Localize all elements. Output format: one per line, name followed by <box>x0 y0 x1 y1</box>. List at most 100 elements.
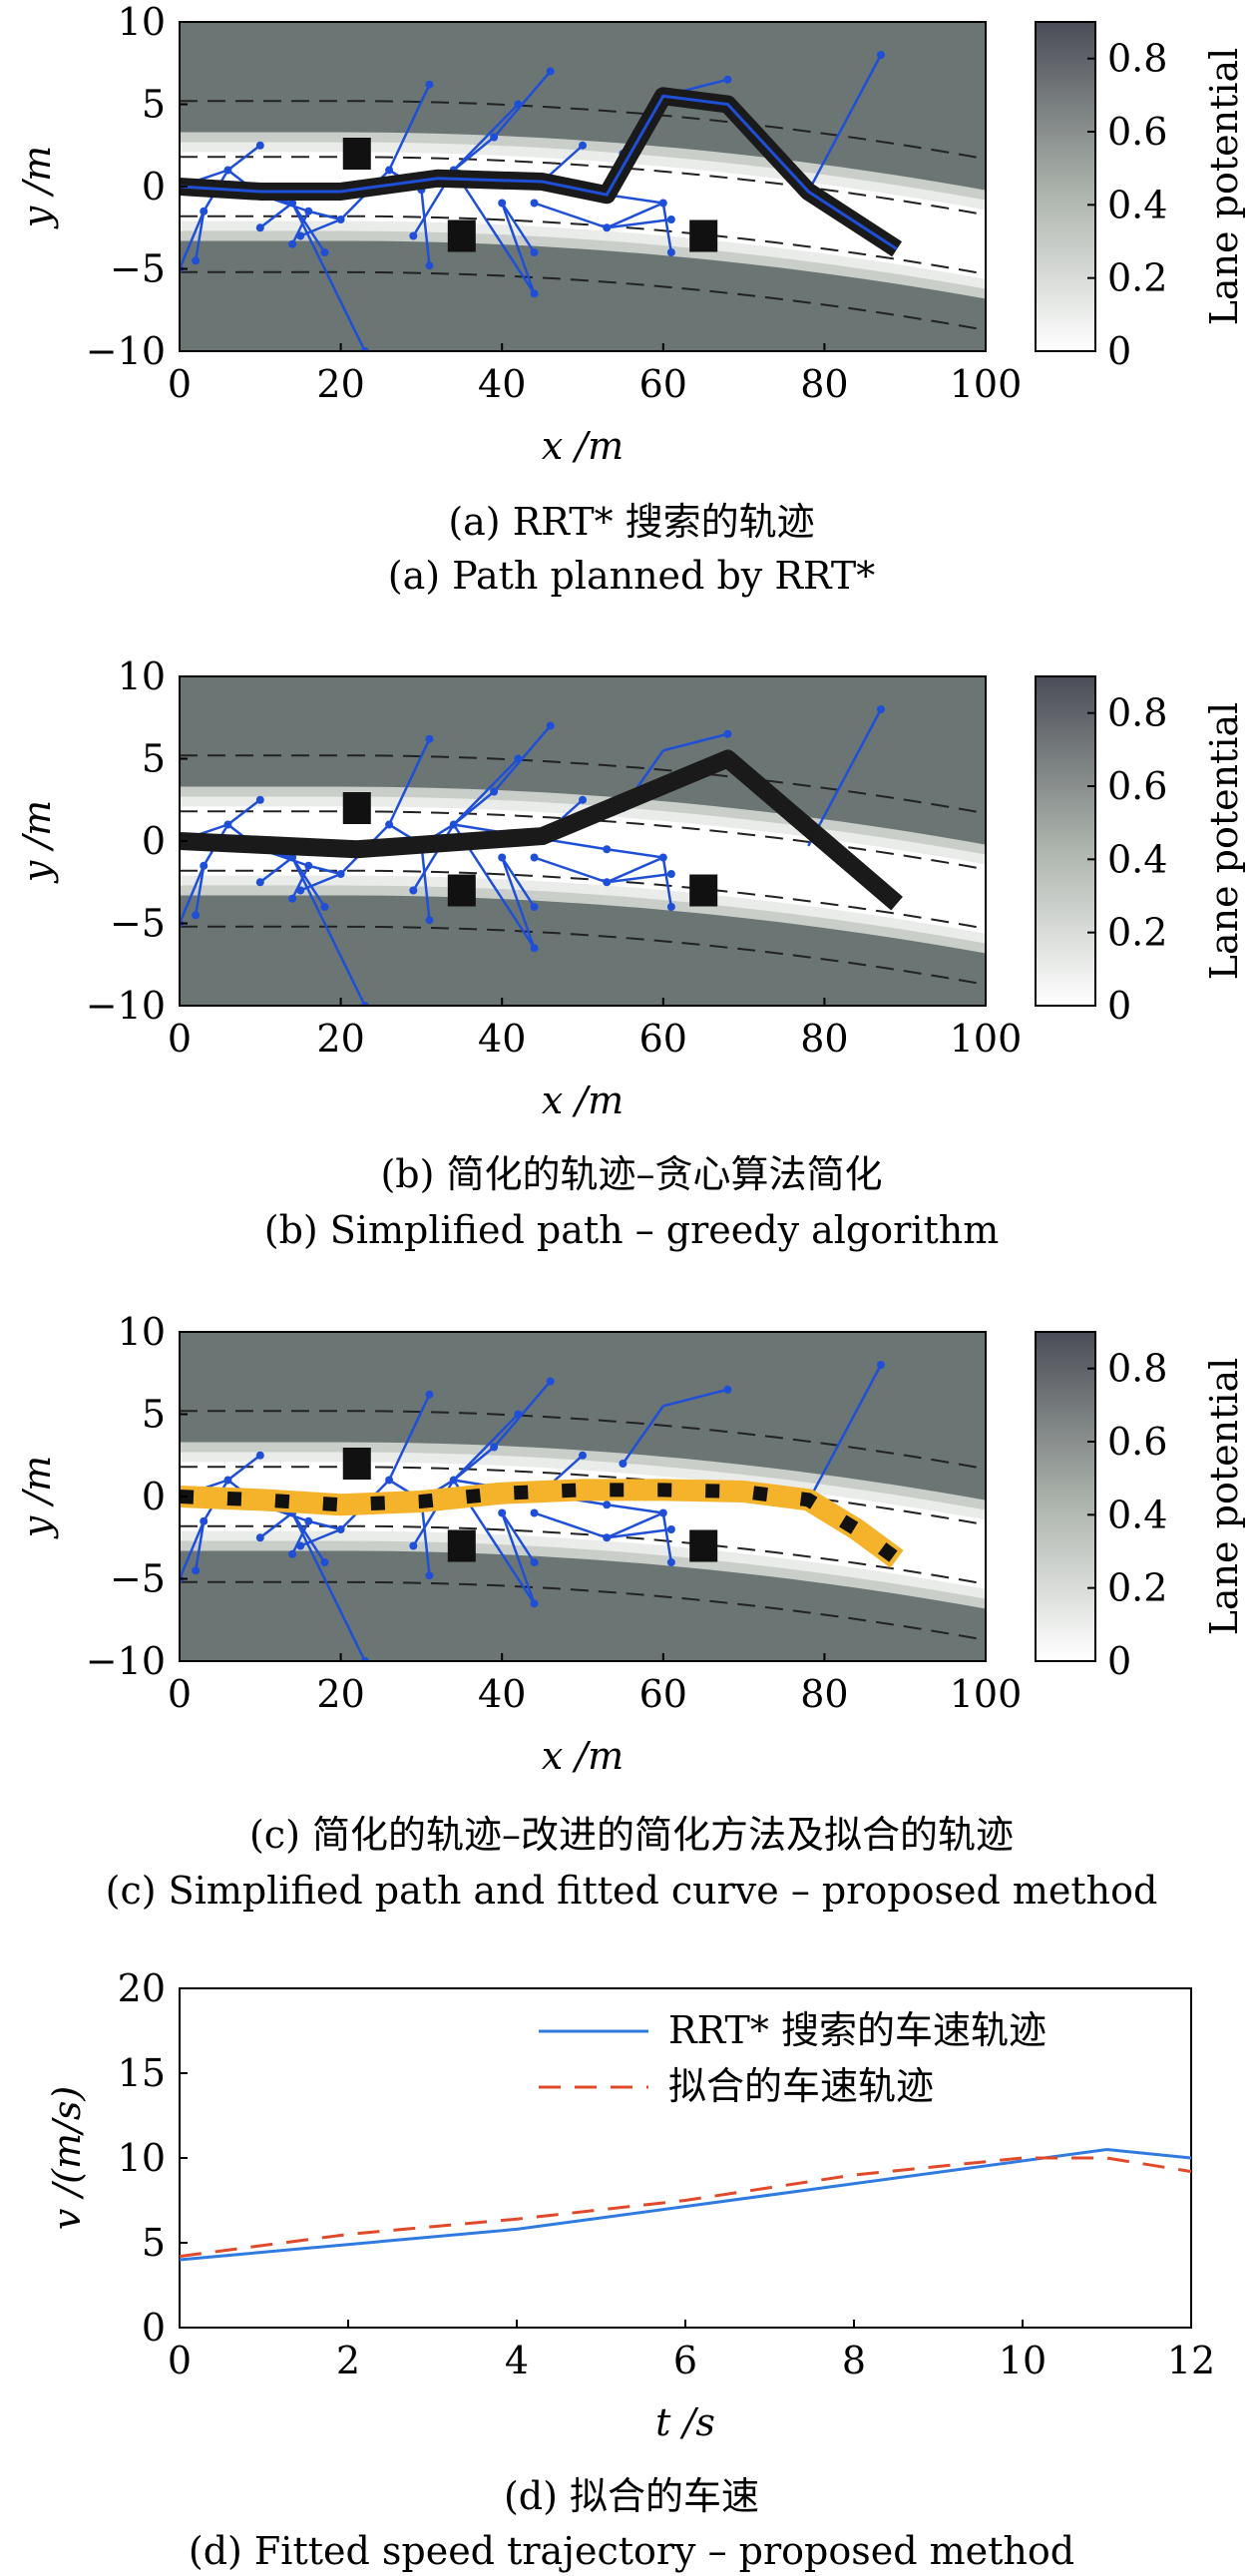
tree-edge-c <box>452 1413 520 1482</box>
tree-edge-c <box>226 1454 261 1482</box>
tree-node-a <box>296 231 305 240</box>
y-tick-label: 15 <box>118 2051 166 2095</box>
tree-edge-c <box>387 1394 431 1482</box>
y-tick-label: −5 <box>110 902 166 946</box>
tree-node-c <box>546 1377 555 1386</box>
tree-edge-b <box>180 865 206 924</box>
tree-edge-a <box>501 203 536 294</box>
speed-series-0 <box>179 2147 1192 2262</box>
tree-edge-c <box>807 1364 883 1503</box>
tree-edge-a <box>493 70 552 139</box>
x-tick-label: 60 <box>639 1672 687 1716</box>
colorbar-tick-label: 0.6 <box>1107 110 1167 154</box>
tree-edge-a <box>452 169 536 294</box>
tree-edge-b <box>607 872 672 884</box>
tree-edge-a <box>661 203 673 253</box>
lane-marking-a-2 <box>180 215 986 275</box>
tree-node-b <box>579 795 587 804</box>
tree-node-c <box>723 1385 732 1394</box>
tree-node-b <box>530 853 539 862</box>
tree-edge-b <box>259 856 293 884</box>
tree-node-a <box>666 215 675 223</box>
tree-edge-b <box>534 856 608 884</box>
plot-area-b <box>180 676 986 1006</box>
tree-node-c <box>530 1508 539 1517</box>
y-tick-label: −10 <box>86 1639 166 1683</box>
tree-node-b <box>296 886 305 895</box>
caption-d-cn: (d) 拟合的车速 <box>504 2474 759 2518</box>
tree-edge-a <box>290 211 310 245</box>
tree-edge-b <box>493 724 552 793</box>
obstacle-c-0 <box>342 1448 371 1480</box>
caption-a-en: (a) Path planned by RRT* <box>388 554 875 598</box>
x-tick-label: 80 <box>800 1017 848 1061</box>
colorbar-tick-label: 0 <box>1107 984 1131 1028</box>
tree-edge-c <box>307 1519 341 1531</box>
speed-series-1 <box>179 2156 1192 2259</box>
x-tick-label: 60 <box>639 1017 687 1061</box>
obstacle-a-1 <box>447 219 476 252</box>
tree-edge-c <box>290 1520 310 1555</box>
y-tick-label: 10 <box>118 0 166 44</box>
obstacle-a-0 <box>342 138 371 170</box>
tree-node-c <box>409 1541 418 1550</box>
tree-node-c <box>619 1460 628 1468</box>
tree-edge-a <box>387 84 431 172</box>
y-tick-label: −10 <box>86 984 166 1028</box>
lane-band-center-b <box>180 806 986 934</box>
legend-label-1: 拟合的车速轨迹 <box>668 2064 934 2108</box>
obstacle-b-0 <box>342 792 371 824</box>
x-tick-label: 6 <box>673 2339 697 2382</box>
tree-edge-c <box>194 1520 206 1571</box>
tree-node-a <box>723 75 732 84</box>
caption-c-cn: (c) 简化的轨迹–改进的简化方法及拟合的轨迹 <box>249 1813 1014 1857</box>
tree-node-c <box>425 1390 434 1399</box>
tree-edge-a <box>180 211 206 269</box>
tree-edge-b <box>420 844 431 921</box>
colorbar-tick-label: 0.4 <box>1107 183 1167 226</box>
y-tick-label: 0 <box>142 1475 166 1518</box>
tree-edge-c <box>290 1511 366 1661</box>
tree-edge-b <box>501 856 536 908</box>
tree-node-a <box>425 80 434 89</box>
fitted-curve-c <box>180 1479 904 1568</box>
x-tick-label: 80 <box>800 1672 848 1716</box>
tree-node-a <box>666 248 675 256</box>
y-axis-label: y /m <box>15 146 59 229</box>
panel-d-speed-chart: 0 2 4 6 8 10 12 20 15 10 5 0 t /s v /(m/s) RRT* 搜索的车速轨… <box>45 1966 1215 2444</box>
tree-edge-a <box>194 211 206 261</box>
tree-edge-a <box>452 136 495 172</box>
tree-node-b <box>255 878 264 887</box>
tree-node-c <box>320 1558 329 1566</box>
colorbar-tick-label: 0.8 <box>1107 691 1167 735</box>
tree-edge-a <box>501 202 536 253</box>
tree-edge-a <box>420 190 431 266</box>
tree-edge-b <box>290 856 366 1006</box>
tree-node-c <box>425 1571 434 1580</box>
lane-marking-a-1 <box>180 156 986 216</box>
lane-marking-a-3 <box>180 270 986 331</box>
plot-area-c <box>180 1332 986 1661</box>
colorbar-tick-label: 0 <box>1107 1639 1131 1683</box>
tree-edge-c <box>607 1527 672 1539</box>
y-tick-label: 5 <box>142 1393 166 1437</box>
colorbar-b <box>1035 675 1096 1007</box>
tree-node-a <box>255 141 264 150</box>
colorbar-tick-label: 0.8 <box>1107 37 1167 81</box>
tree-edge-c <box>420 1500 431 1576</box>
path-line-b <box>180 749 903 911</box>
y-tick-label: 10 <box>118 1310 166 1354</box>
tree-edge-b <box>501 857 536 949</box>
lane-marking-c-0 <box>180 1410 986 1471</box>
x-tick-label: 100 <box>950 362 1023 406</box>
y-tick-label: 5 <box>142 2221 166 2265</box>
x-tick-label: 20 <box>316 1017 364 1061</box>
tree-node-c <box>876 1361 885 1369</box>
tree-node-b <box>876 705 885 713</box>
tree-node-b <box>192 911 201 920</box>
tree-edge-c <box>607 1503 663 1514</box>
tree-edge-a <box>226 144 261 172</box>
path-centerline-a <box>180 94 898 250</box>
caption-c-en: (c) Simplified path and fitted curve – p… <box>106 1869 1158 1913</box>
x-tick-label: 40 <box>478 362 526 406</box>
